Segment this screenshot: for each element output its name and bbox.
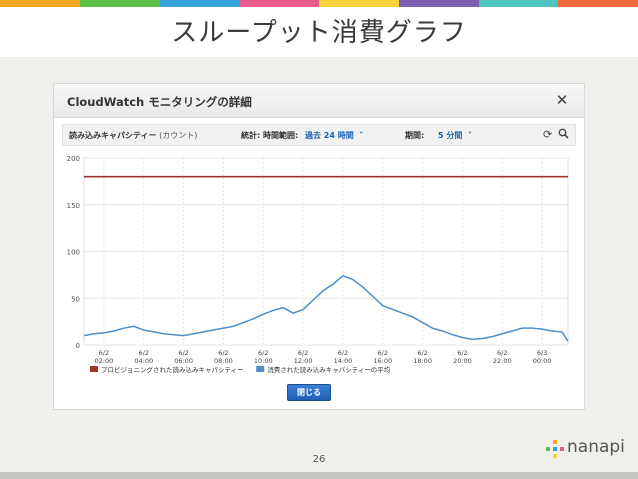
close-icon[interactable]: ✕ — [555, 91, 569, 109]
legend-swatch — [90, 366, 98, 372]
x-tick-date: 6/2 — [378, 349, 388, 357]
accent-segment — [0, 0, 80, 7]
x-tick-time: 20:00 — [453, 357, 472, 365]
chevron-down-icon: ˅ — [465, 131, 472, 140]
cloudwatch-dialog: CloudWatch モニタリングの詳細 ✕ 読み込みキャパシティー (カウント… — [53, 83, 585, 410]
x-tick-time: 22:00 — [493, 357, 512, 365]
x-tick-date: 6/2 — [218, 349, 228, 357]
chevron-down-icon: ˅ — [356, 131, 364, 140]
stats-label: 統計: 時間範囲: — [241, 131, 299, 140]
x-tick-time: 02:00 — [95, 357, 114, 365]
x-tick-time: 18:00 — [413, 357, 432, 365]
y-tick-label: 0 — [76, 342, 80, 350]
consumed-capacity-line — [83, 274, 569, 342]
y-tick-label: 150 — [67, 202, 80, 210]
metric-name: 読み込みキャパシティー (カウント) — [69, 130, 197, 141]
y-tick-label: 200 — [67, 155, 80, 163]
bottom-bar — [0, 472, 638, 479]
x-tick-date: 6/2 — [457, 349, 467, 357]
y-tick-label: 100 — [67, 249, 80, 257]
slide-header — [0, 7, 638, 57]
x-tick-date: 6/2 — [99, 349, 109, 357]
x-tick-time: 00:00 — [533, 357, 552, 365]
page-number: 26 — [312, 454, 326, 465]
brand-name: nanapi — [567, 437, 625, 457]
x-tick-date: 6/2 — [497, 349, 507, 357]
period-value: 5 分間 — [438, 131, 463, 140]
x-tick-date: 6/2 — [338, 349, 348, 357]
accent-segment — [79, 0, 160, 7]
x-tick-date: 6/2 — [417, 349, 427, 357]
zoom-icon[interactable] — [558, 128, 569, 142]
legend-label: 消費された読み込みキャパシティーの平均 — [267, 365, 391, 374]
slide-title: スループット消費グラフ — [171, 18, 467, 48]
legend-label: プロビジョニングされた読み込みキャパシティー — [101, 365, 244, 374]
accent-segment — [239, 0, 319, 7]
refresh-icon[interactable]: ⟳ — [543, 128, 553, 141]
y-tick-label: 50 — [71, 295, 80, 303]
x-tick-date: 6/2 — [298, 349, 308, 357]
period-selector[interactable]: 5 分間 ˅ — [438, 130, 472, 141]
legend-swatch — [256, 366, 265, 372]
throughput-chart: 200 150 100 50 0 6/2 02:00 6/2 04:00 6/2 06:00 6/2 0… — [54, 150, 584, 382]
accent-segment — [478, 0, 559, 7]
accent-strip — [0, 0, 638, 7]
x-tick-time: 10:00 — [254, 357, 273, 365]
x-tick-time: 06:00 — [174, 357, 193, 365]
x-tick-date: 6/3 — [537, 349, 547, 357]
accent-segment — [319, 0, 399, 7]
x-tick-time: 16:00 — [373, 357, 392, 365]
x-tick-date: 6/2 — [258, 349, 268, 357]
accent-segment — [398, 0, 479, 7]
metric-unit: (カウント) — [159, 131, 198, 140]
metric-label: 読み込みキャパシティー — [69, 131, 157, 140]
x-tick-date: 6/2 — [178, 349, 188, 357]
x-tick-time: 04:00 — [134, 357, 153, 365]
chart-svg: 2001501005006/202:006/204:006/206:006/20… — [67, 155, 569, 374]
x-tick-date: 6/2 — [139, 349, 149, 357]
period-label: 期間: — [405, 131, 425, 140]
dialog-titlebar: CloudWatch モニタリングの詳細 ✕ — [54, 84, 584, 118]
accent-segment — [159, 0, 240, 7]
range-value: 過去 24 時間 — [305, 131, 354, 140]
accent-segment — [558, 0, 638, 7]
dialog-title: CloudWatch モニタリングの詳細 — [67, 95, 252, 109]
x-tick-time: 14:00 — [334, 357, 353, 365]
nanapi-logo-icon — [546, 440, 564, 458]
chart-toolbar: 読み込みキャパシティー (カウント) 統計: 時間範囲: 過去 24 時間 ˅ … — [62, 124, 576, 146]
range-selector[interactable]: 過去 24 時間 ˅ — [305, 130, 363, 141]
close-button[interactable]: 閉じる — [287, 384, 331, 401]
x-tick-time: 08:00 — [214, 357, 233, 365]
x-tick-time: 12:00 — [294, 357, 313, 365]
